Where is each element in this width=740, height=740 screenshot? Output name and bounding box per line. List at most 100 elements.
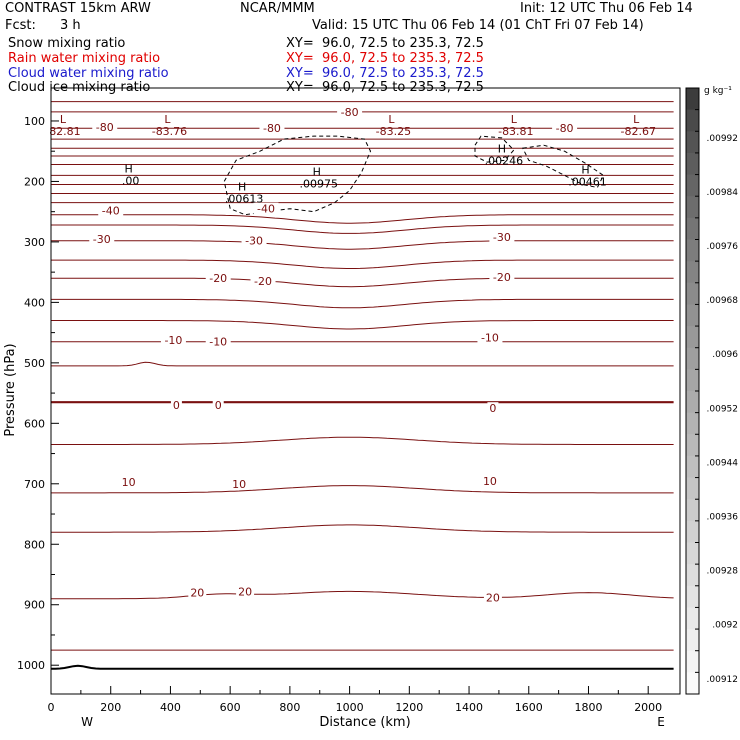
contour-label: 0 (173, 399, 180, 412)
contour-label-bg (205, 272, 231, 285)
extremum-marker: H (581, 164, 589, 177)
colorbar-cell (686, 109, 699, 132)
extremum-marker: L (633, 113, 640, 126)
contour-label-bg (483, 591, 502, 604)
y-tick-label: 300 (24, 236, 45, 249)
contour-label: 20 (238, 585, 252, 598)
contour-label: -30 (93, 233, 111, 246)
contour-line (51, 224, 674, 234)
y-tick-label: 800 (24, 538, 45, 551)
colorbar-cell (686, 520, 699, 543)
contour-label-bg (160, 333, 186, 346)
extremum-marker: L (388, 113, 395, 126)
contour-label: 0 (489, 402, 496, 415)
contour-label-bg (477, 331, 503, 344)
contour-label-bg (170, 399, 182, 412)
extremum-marker: H (313, 165, 321, 178)
extremum-value: -82.67 (621, 125, 656, 138)
field-name-rain: Rain water mixing ratio (8, 51, 161, 66)
fcst-value: 3 h (60, 18, 81, 33)
field-xy-cloud-ice: XY= 96.0, 72.5 to 235.3, 72.5 (286, 80, 484, 95)
x-tick-label: 400 (160, 701, 181, 714)
contour-line (51, 485, 674, 494)
extremum-value: .00975 (300, 177, 339, 190)
field-name-cloud-water: Cloud water mixing ratio (8, 66, 169, 81)
field-xy-rain: XY= 96.0, 72.5 to 235.3, 72.5 (286, 51, 484, 66)
x-tick-label: 1600 (515, 701, 543, 714)
colorbar: .00992 .00984 .00976 .00968 .0096 .00952 .0094… (685, 87, 739, 695)
cloud-ice-contour (223, 135, 372, 216)
contour-label-bg (236, 585, 255, 598)
colorbar-label: .00968 (707, 296, 739, 306)
contour-label-bg (253, 202, 279, 215)
contour-label-bg (98, 204, 124, 217)
y-tick-label: 200 (24, 175, 45, 188)
colorbar-cell (686, 564, 699, 587)
contour-label: -40 (257, 203, 275, 216)
cloud-ice-contour (522, 144, 605, 189)
y-axis-label: Pressure (hPa) (3, 343, 18, 436)
colorbar-label: .00944 (707, 458, 739, 468)
x-tick-label: 200 (100, 701, 121, 714)
contour-label: -80 (341, 106, 359, 119)
extremum-marker: H (498, 142, 506, 155)
contour-label-bg (230, 477, 249, 490)
extremum-value: -83.76 (152, 125, 187, 138)
colorbar-cell (686, 282, 699, 305)
extremum-value: -83.81 (498, 125, 533, 138)
y-axis-ticks: 100 200 300 400 500 600 700 800 900 1000 (17, 115, 59, 672)
contour-label-bg (212, 399, 224, 412)
colorbar-cell (686, 196, 699, 219)
extremum-value: .00613 (225, 193, 264, 206)
x-tick-label: 0 (48, 701, 55, 714)
extremum-marker: L (511, 113, 518, 126)
colorbar-cell (686, 499, 699, 522)
colorbar-label: .00952 (707, 404, 739, 414)
x-axis-label: Distance (km) (319, 715, 410, 730)
colorbar-cell (686, 650, 699, 673)
contour-label: 20 (190, 587, 204, 600)
contour-label-bg (119, 475, 138, 488)
colorbar-label: .00976 (707, 242, 739, 252)
contour-line (51, 590, 674, 600)
contour-line (51, 361, 674, 367)
extremum-value: .00246 (485, 154, 524, 167)
field-name-cloud-ice: Cloud ice mixing ratio (8, 80, 151, 95)
contour-label-bg (259, 122, 285, 135)
contour-label: -30 (493, 231, 511, 244)
y-tick-label: 700 (24, 478, 45, 491)
colorbar-label: .00912 (707, 675, 739, 685)
field-xy-cloud-water: XY= 96.0, 72.5 to 235.3, 72.5 (286, 66, 484, 81)
x-tick-label: 1400 (455, 701, 483, 714)
colorbar-cell (686, 434, 699, 457)
contour-label: -10 (164, 334, 182, 347)
contour-label-bg (489, 231, 515, 244)
x-tick-label: 800 (279, 701, 300, 714)
contour-label: -40 (102, 204, 120, 217)
contour-line (51, 259, 674, 269)
contour-line (51, 240, 674, 250)
contour-label: 10 (232, 478, 246, 491)
extremum-marker: L (60, 113, 67, 126)
contour-label: 0 (215, 399, 222, 412)
model-title: CONTRAST 15km ARW (5, 1, 151, 16)
colorbar-cell (686, 239, 699, 262)
colorbar-cell (686, 607, 699, 630)
contour-line (51, 277, 674, 288)
contour-label-bg (92, 121, 118, 134)
field-xy-snow: XY= 96.0, 72.5 to 235.3, 72.5 (286, 36, 484, 51)
y-tick-label: 100 (24, 115, 45, 128)
cloud-ice-contours (223, 135, 605, 216)
contour-label-bg (337, 105, 363, 118)
colorbar-cell (686, 391, 699, 414)
contour-line (51, 214, 674, 224)
x-axis-ticks: 0 200 400 600 800 1000 1200 1400 1600 1800 2000 (48, 686, 662, 714)
east-label: E (657, 715, 665, 729)
contour-label: -20 (493, 271, 511, 284)
contour-line (51, 524, 674, 533)
colorbar-cell (686, 131, 699, 154)
colorbar-label: .00928 (707, 567, 739, 577)
extremum-value: 82.81 (49, 125, 81, 138)
field-name-snow: Snow mixing ratio (8, 36, 126, 51)
contour-label-bg (489, 270, 515, 283)
